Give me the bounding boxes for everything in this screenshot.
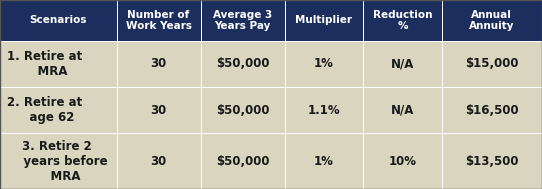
Bar: [0, 41, 117, 87]
Bar: [285, 0, 363, 41]
Bar: [117, 133, 201, 189]
Text: Multiplier: Multiplier: [295, 15, 352, 25]
Bar: [201, 0, 285, 41]
Text: 10%: 10%: [389, 155, 416, 168]
Text: $13,500: $13,500: [465, 155, 519, 168]
Text: N/A: N/A: [391, 57, 414, 70]
Text: Reduction
%: Reduction %: [373, 9, 432, 31]
Text: $50,000: $50,000: [216, 155, 269, 168]
Bar: [0, 0, 117, 41]
Text: 30: 30: [151, 57, 166, 70]
Bar: [442, 41, 542, 87]
Text: 1. Retire at
    MRA: 1. Retire at MRA: [7, 50, 82, 78]
Bar: [363, 133, 442, 189]
Text: Number of
Work Years: Number of Work Years: [126, 9, 191, 31]
Bar: [201, 41, 285, 87]
Text: $50,000: $50,000: [216, 57, 269, 70]
Bar: [201, 87, 285, 133]
Bar: [363, 41, 442, 87]
Bar: [285, 41, 363, 87]
Text: Annual
Annuity: Annual Annuity: [469, 9, 514, 31]
Text: 1.1%: 1.1%: [307, 104, 340, 117]
Bar: [442, 133, 542, 189]
Bar: [285, 133, 363, 189]
Text: N/A: N/A: [391, 104, 414, 117]
Text: Scenarios: Scenarios: [29, 15, 87, 25]
Bar: [117, 0, 201, 41]
Text: Average 3
Years Pay: Average 3 Years Pay: [213, 9, 272, 31]
Text: 1%: 1%: [314, 155, 334, 168]
Bar: [363, 87, 442, 133]
Text: $15,000: $15,000: [465, 57, 519, 70]
Text: 30: 30: [151, 104, 166, 117]
Text: $50,000: $50,000: [216, 104, 269, 117]
Bar: [442, 0, 542, 41]
Text: 2. Retire at
    age 62: 2. Retire at age 62: [7, 96, 82, 124]
Bar: [0, 133, 117, 189]
Bar: [285, 87, 363, 133]
Bar: [117, 87, 201, 133]
Text: $16,500: $16,500: [465, 104, 519, 117]
Bar: [363, 0, 442, 41]
Bar: [201, 133, 285, 189]
Bar: [117, 41, 201, 87]
Bar: [0, 87, 117, 133]
Text: 1%: 1%: [314, 57, 334, 70]
Text: 3. Retire 2
    years before
    MRA: 3. Retire 2 years before MRA: [7, 140, 107, 183]
Bar: [442, 87, 542, 133]
Text: 30: 30: [151, 155, 166, 168]
